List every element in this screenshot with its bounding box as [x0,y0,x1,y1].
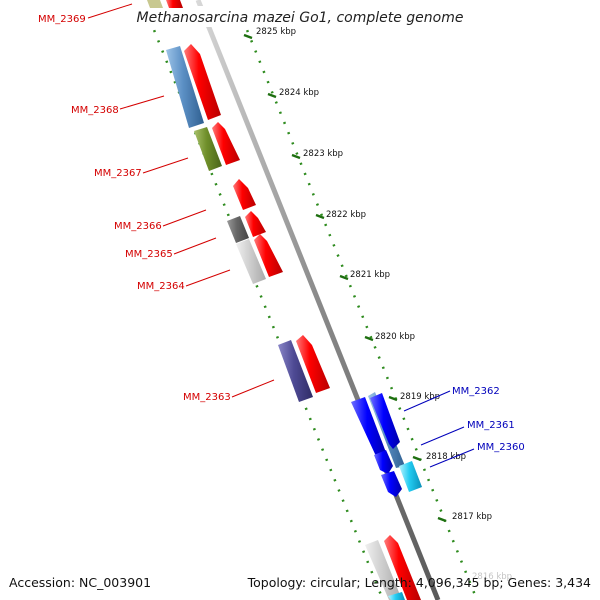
map-title: Methanosarcina mazei Go1, complete genom… [137,10,464,26]
tick-label-2821: 2821 kbp [350,270,390,280]
tick-label-2819: 2819 kbp [400,392,440,402]
gene-MM_2360-inner [381,471,402,497]
gene-MM_2361-small [374,450,393,474]
topology-text: Topology: circular; Length: 4,096,345 bp… [247,575,591,590]
title-background [138,6,462,27]
scale-ticks [243,33,447,523]
accession-text: Accession: NC_003901 [9,575,152,590]
label-MM_2361: MM_2361 [467,420,515,431]
reverse-gene-labels: MM_2362 MM_2361 MM_2360 [403,386,525,468]
tick-label-2820: 2820 kbp [375,332,415,342]
gene-MM_2360-outer [399,461,422,492]
gene-MM_2366 [233,179,256,210]
scale-tick-labels: 2825 kbp 2824 kbp 2823 kbp 2822 kbp 2821… [256,27,512,582]
tick-label-2823: 2823 kbp [303,149,343,159]
label-MM_2366: MM_2366 [114,221,162,232]
gene-MM_2369-inner [147,0,163,8]
gene-MM_2368-inner [166,46,204,128]
forward-strand-features [147,0,421,600]
gene-MM_2369-outer [166,0,183,8]
gene-next-inner [365,540,402,600]
gene-MM_2364-outer [254,234,283,277]
gene-MM_2362-inner [351,397,387,459]
label-MM_2367: MM_2367 [94,168,142,179]
label-MM_2368: MM_2368 [71,105,119,116]
tick-label-2816: 2816 kbp [472,572,512,582]
gene-MM_2363-outer [296,335,330,393]
tick-label-2822: 2822 kbp [326,210,366,220]
forward-gene-labels: MM_2369 MM_2368 MM_2367 MM_2366 MM_2365 … [38,3,275,403]
gene-MM_2361-inner [370,393,400,449]
gene-MM_2368-outer [184,44,221,120]
tick-label-2817: 2817 kbp [452,512,492,522]
label-MM_2363: MM_2363 [183,392,231,403]
gene-MM_2367-outer [212,122,240,165]
tick-label-2818: 2818 kbp [426,452,466,462]
gene-MM_2364-inner [236,239,266,284]
tick-label-2825: 2825 kbp [256,27,296,37]
genome-backbone [195,0,441,600]
gene-next-outer [384,535,421,600]
tick-label-2824: 2824 kbp [279,88,319,98]
label-MM_2369: MM_2369 [38,14,86,25]
gene-MM_2363-inner [278,340,313,402]
reverse-strand-features [351,392,422,497]
gene-next-cyan [388,592,405,600]
gene-MM_2365-outer [245,211,266,237]
label-MM_2362: MM_2362 [452,386,500,397]
gene-MM_2367-inner [194,127,222,171]
label-MM_2364: MM_2364 [137,281,185,292]
label-MM_2365: MM_2365 [125,249,173,260]
label-MM_2360: MM_2360 [477,442,525,453]
gene-MM_2365-inner [227,216,249,243]
